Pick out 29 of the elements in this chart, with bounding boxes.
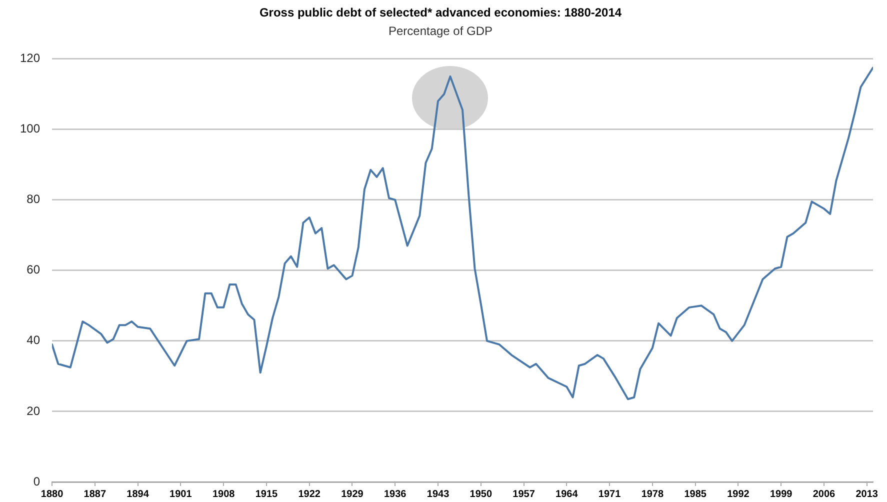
x-tick-label: 1943 xyxy=(426,488,450,500)
x-tick-label: 1936 xyxy=(384,488,407,500)
y-tick-label: 80 xyxy=(26,192,40,206)
x-tick-label: 1957 xyxy=(512,488,536,500)
x-tick-label: 1922 xyxy=(298,488,321,500)
x-tick-label: 1978 xyxy=(641,488,664,500)
y-tick-label: 40 xyxy=(26,333,40,348)
x-tick-label: 1999 xyxy=(770,488,793,500)
y-tick-label: 120 xyxy=(20,51,40,66)
x-tick-label: 1908 xyxy=(212,488,236,500)
y-tick-label: 0 xyxy=(33,474,40,488)
chart-title: Gross public debt of selected* advanced economies: 1880-2014 xyxy=(259,6,622,20)
y-tick-label: 60 xyxy=(26,262,40,277)
x-tick-label: 1887 xyxy=(84,488,106,500)
x-tick-label: 1992 xyxy=(727,488,750,500)
y-tick-label: 100 xyxy=(20,122,40,136)
x-tick-label: 2006 xyxy=(812,488,836,500)
x-tick-label: 1901 xyxy=(170,488,192,500)
x-tick-label: 1929 xyxy=(341,488,364,500)
y-tick-label: 20 xyxy=(26,404,40,418)
x-tick-label: 1971 xyxy=(598,488,622,500)
x-tick-label: 1894 xyxy=(126,488,150,500)
x-tick-label: 1950 xyxy=(470,488,492,500)
x-tick-label: 2013 xyxy=(856,488,878,500)
x-tick-label: 1880 xyxy=(40,488,64,500)
x-tick-label: 1915 xyxy=(255,488,278,500)
x-tick-label: 1964 xyxy=(556,488,578,500)
x-tick-label: 1985 xyxy=(684,488,707,500)
chart-subtitle: Percentage of GDP xyxy=(388,24,493,38)
